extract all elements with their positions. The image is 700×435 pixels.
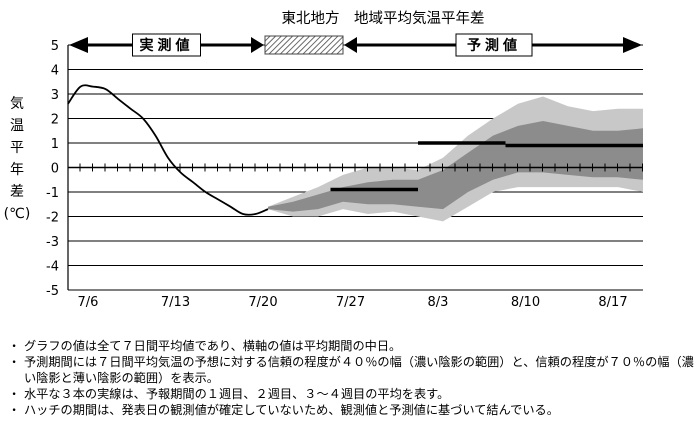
observed-label-box (132, 33, 201, 57)
x-tick-label: 7/13 (161, 295, 190, 310)
note-item: ・水平な３本の実線は、予報期間の１週目、２週目、３～４週目の平均を表す。 (8, 386, 696, 402)
y-tick-label: 4 (51, 64, 59, 79)
observed-label: 実測値 (140, 37, 194, 54)
note-text: グラフの値は全て７日間平均値であり、横軸の値は平均期間の中日。 (24, 339, 402, 353)
y-tick-label: -2 (46, 211, 59, 226)
note-item: ・グラフの値は全て７日間平均値であり、横軸の値は平均期間の中日。 (8, 338, 696, 354)
note-item: ・予測期間には７日間平均気温の予想に対する信頼の程度が４０％の幅（濃い陰影の範囲… (8, 354, 696, 386)
y-tick-label: 1 (51, 137, 59, 152)
hatch-period (264, 35, 344, 55)
bullet-glyph: ・ (8, 387, 21, 401)
x-tick-label: 8/3 (428, 295, 449, 310)
y-axis-label-char: 差 (10, 184, 24, 200)
y-tick-label: 0 (51, 162, 59, 177)
arrow-head-left (69, 37, 88, 53)
y-tick-label: 2 (51, 113, 59, 128)
period-bar: 実測値 予測値 (69, 33, 642, 57)
x-tick-label: 7/20 (248, 295, 277, 310)
arrow-head-right (251, 37, 264, 53)
y-tick-label: -3 (46, 235, 59, 250)
y-axis-label-char: 年 (10, 162, 24, 178)
y-tick-label: 5 (51, 39, 59, 54)
y-tick-label: -4 (46, 260, 59, 275)
notes-list: ・グラフの値は全て７日間平均値であり、横軸の値は平均期間の中日。 ・予測期間には… (8, 338, 696, 418)
y-tick-label: -5 (46, 284, 59, 299)
y-tick-label: -1 (46, 186, 59, 201)
y-axis-label-char: 温 (10, 118, 24, 134)
x-tick-label: 8/10 (511, 295, 540, 310)
x-tick-label: 7/6 (78, 295, 99, 310)
chart: 東北地方 地域平均気温平年差 実測値 予測値 5 4 3 2 1 0 -1 -2 -3 -4 -5 7/… (4, 10, 643, 310)
note-item: ・ハッチの期間は、発表日の観測値が確定していないため、観測値と予測値に基づいて結… (8, 402, 696, 418)
forecast-label: 予測値 (467, 37, 521, 54)
x-tick-label: 7/27 (336, 295, 365, 310)
tick-labels: 5 4 3 2 1 0 -1 -2 -3 -4 -5 7/6 7/13 7/20 7/27 8/3 8/10 8/… (4, 39, 628, 310)
bullet-glyph: ・ (8, 355, 21, 369)
confidence-bands (268, 96, 643, 222)
y-axis-label-char: 平 (10, 140, 24, 156)
forecast-label-box (455, 33, 533, 57)
data-lines (67, 84, 643, 216)
x-tick-label: 8/17 (598, 295, 627, 310)
y-tick-label: 3 (51, 88, 59, 103)
arrow-head-left (344, 37, 357, 53)
note-text: 予測期間には７日間平均気温の予想に対する信頼の程度が４０％の幅（濃い陰影の範囲）… (24, 355, 694, 385)
note-text: ハッチの期間は、発表日の観測値が確定していないため、観測値と予測値に基づいて結ん… (24, 403, 559, 417)
y-axis-label-char: 気 (10, 96, 24, 112)
note-text: 水平な３本の実線は、予報期間の１週目、２週目、３～４週目の平均を表す。 (24, 387, 450, 401)
arrow-head-right (623, 37, 642, 53)
chart-title: 東北地方 地域平均気温平年差 (282, 10, 485, 27)
bullet-glyph: ・ (8, 339, 21, 353)
observed-line (67, 84, 269, 216)
bullet-glyph: ・ (8, 403, 21, 417)
y-axis-label-char: (℃) (4, 206, 31, 222)
axes (67, 45, 643, 290)
